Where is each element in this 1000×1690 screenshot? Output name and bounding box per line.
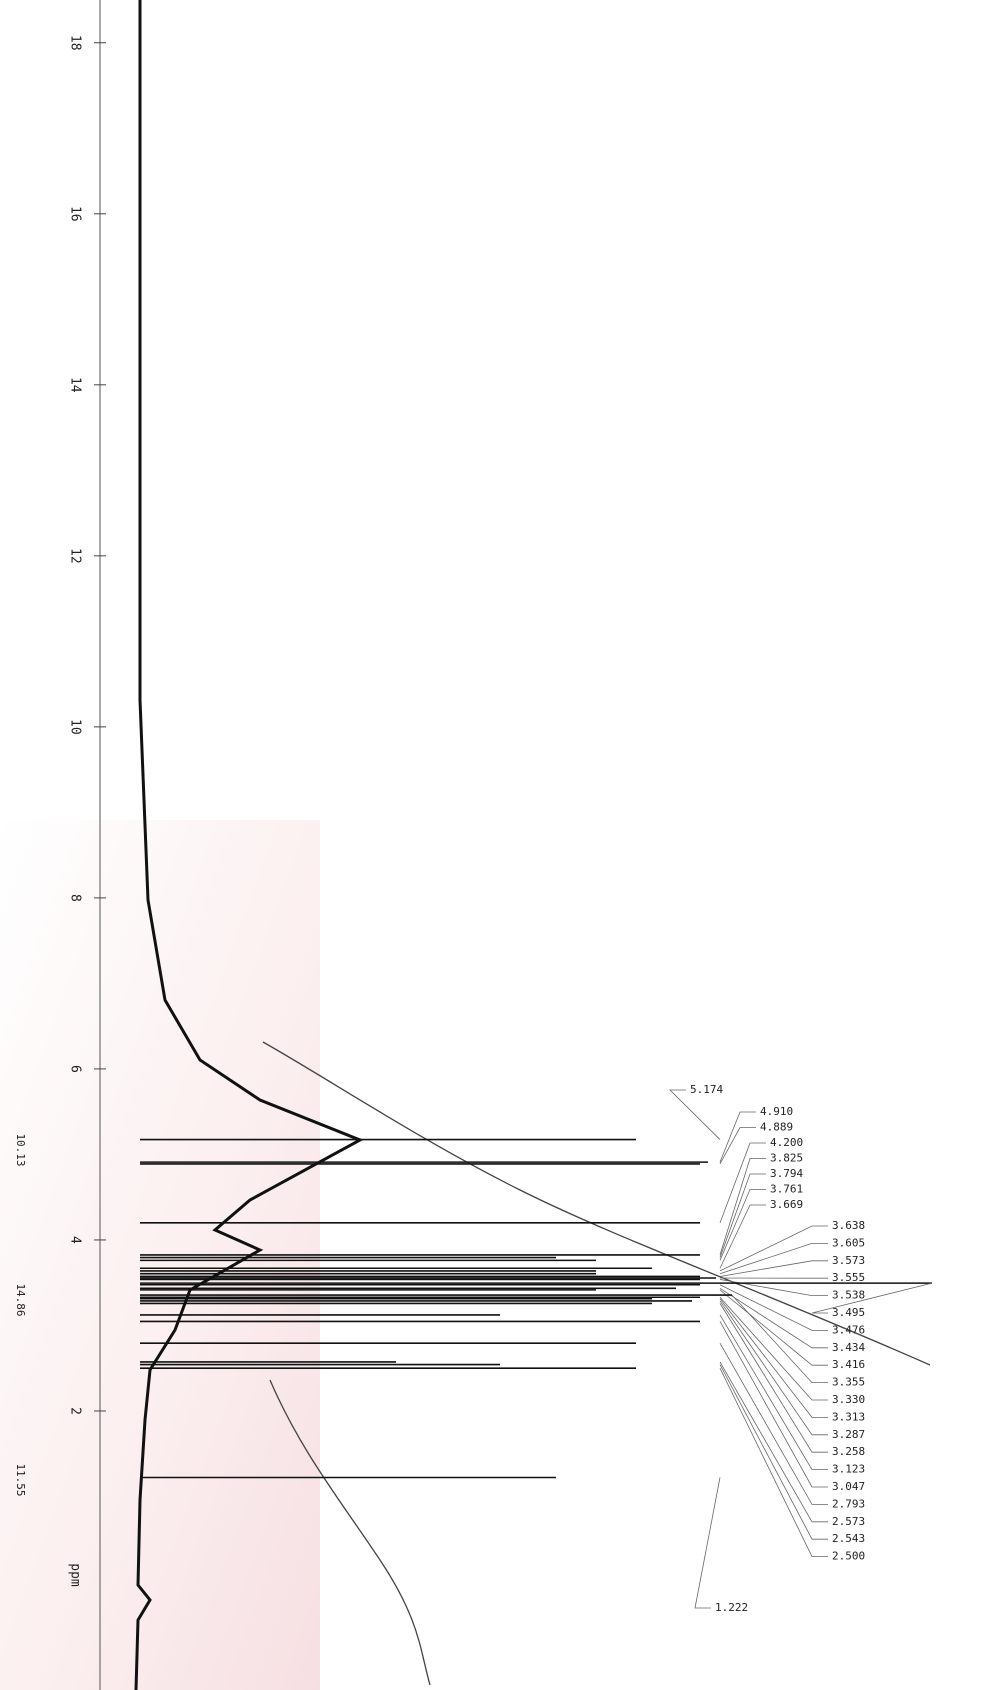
peak-label: 4.200 (770, 1136, 803, 1149)
page: ppm 2 4 6 8 10 12 14 16 18 5.174 4.910 4.889 4.200 3.… (0, 0, 1000, 1690)
peak-label: 3.555 (832, 1271, 865, 1284)
peak-label: 3.495 (832, 1306, 865, 1319)
leader-line (812, 1283, 932, 1313)
peak-label: 3.638 (832, 1219, 865, 1232)
leader-line (720, 1315, 828, 1470)
peak-label: 2.793 (832, 1497, 865, 1510)
peak-label: 4.910 (760, 1105, 793, 1118)
peak-label: 3.434 (832, 1341, 865, 1354)
peak-label: 5.174 (690, 1083, 723, 1096)
leader-line (720, 1297, 828, 1400)
leader-line (720, 1190, 766, 1261)
integral-label: 14.86 (14, 1283, 27, 1316)
chart: ppm 2 4 6 8 10 12 14 16 18 5.174 4.910 4.889 4.200 3.… (0, 0, 1000, 1690)
peak-label: 2.573 (832, 1515, 865, 1528)
leader-line (720, 1290, 828, 1365)
peak-label: 3.669 (770, 1198, 803, 1211)
leader-line (720, 1288, 828, 1347)
peak-label: 2.500 (832, 1550, 865, 1563)
peak-label: 3.330 (832, 1393, 865, 1406)
y-tick-label: 6 (68, 1065, 83, 1073)
peak-label: 3.416 (832, 1358, 865, 1371)
peak-label: 3.476 (832, 1323, 865, 1336)
peak-label: 3.761 (770, 1183, 803, 1196)
y-tick-label: 2 (68, 1407, 83, 1415)
leader-line (720, 1226, 828, 1271)
leader-line (720, 1205, 766, 1268)
peak-label: 3.123 (832, 1463, 865, 1476)
y-tick-label: 8 (68, 894, 83, 902)
peak-label: 3.794 (770, 1167, 803, 1180)
y-tick-label: 18 (68, 35, 83, 51)
peak-label: 4.889 (760, 1121, 793, 1134)
leader-line (670, 1090, 720, 1140)
peak-label: 3.825 (770, 1152, 803, 1165)
leader-line (720, 1368, 828, 1556)
y-tick-label: 14 (68, 377, 83, 393)
leader-line (720, 1303, 828, 1452)
leader-line (695, 1478, 720, 1608)
peak-label: 1.222 (715, 1601, 748, 1614)
leader-line (720, 1243, 828, 1273)
y-axis-label: ppm (68, 1563, 83, 1587)
leader-line (720, 1343, 828, 1504)
peak-label: 3.313 (832, 1410, 865, 1423)
y-tick-label: 4 (68, 1236, 83, 1244)
peak-label: 3.258 (832, 1445, 865, 1458)
peak-label: 3.355 (832, 1376, 865, 1389)
peak-label: 3.047 (832, 1480, 865, 1493)
leader-line (720, 1362, 828, 1522)
y-tick-label: 12 (68, 548, 83, 564)
y-tick-label: 10 (68, 719, 83, 735)
y-tick-label: 16 (68, 206, 83, 222)
peak-label: 3.287 (832, 1428, 865, 1441)
leader-line (720, 1143, 766, 1223)
integral-label: 10.13 (14, 1133, 27, 1166)
integral-curve (263, 1042, 930, 1365)
peak-label: 3.605 (832, 1236, 865, 1249)
integral-label: 11.55 (14, 1463, 27, 1496)
peak-label: 2.543 (832, 1532, 865, 1545)
peak-label: 3.573 (832, 1254, 865, 1267)
peak-label: 3.538 (832, 1289, 865, 1302)
leader-line (720, 1321, 828, 1487)
